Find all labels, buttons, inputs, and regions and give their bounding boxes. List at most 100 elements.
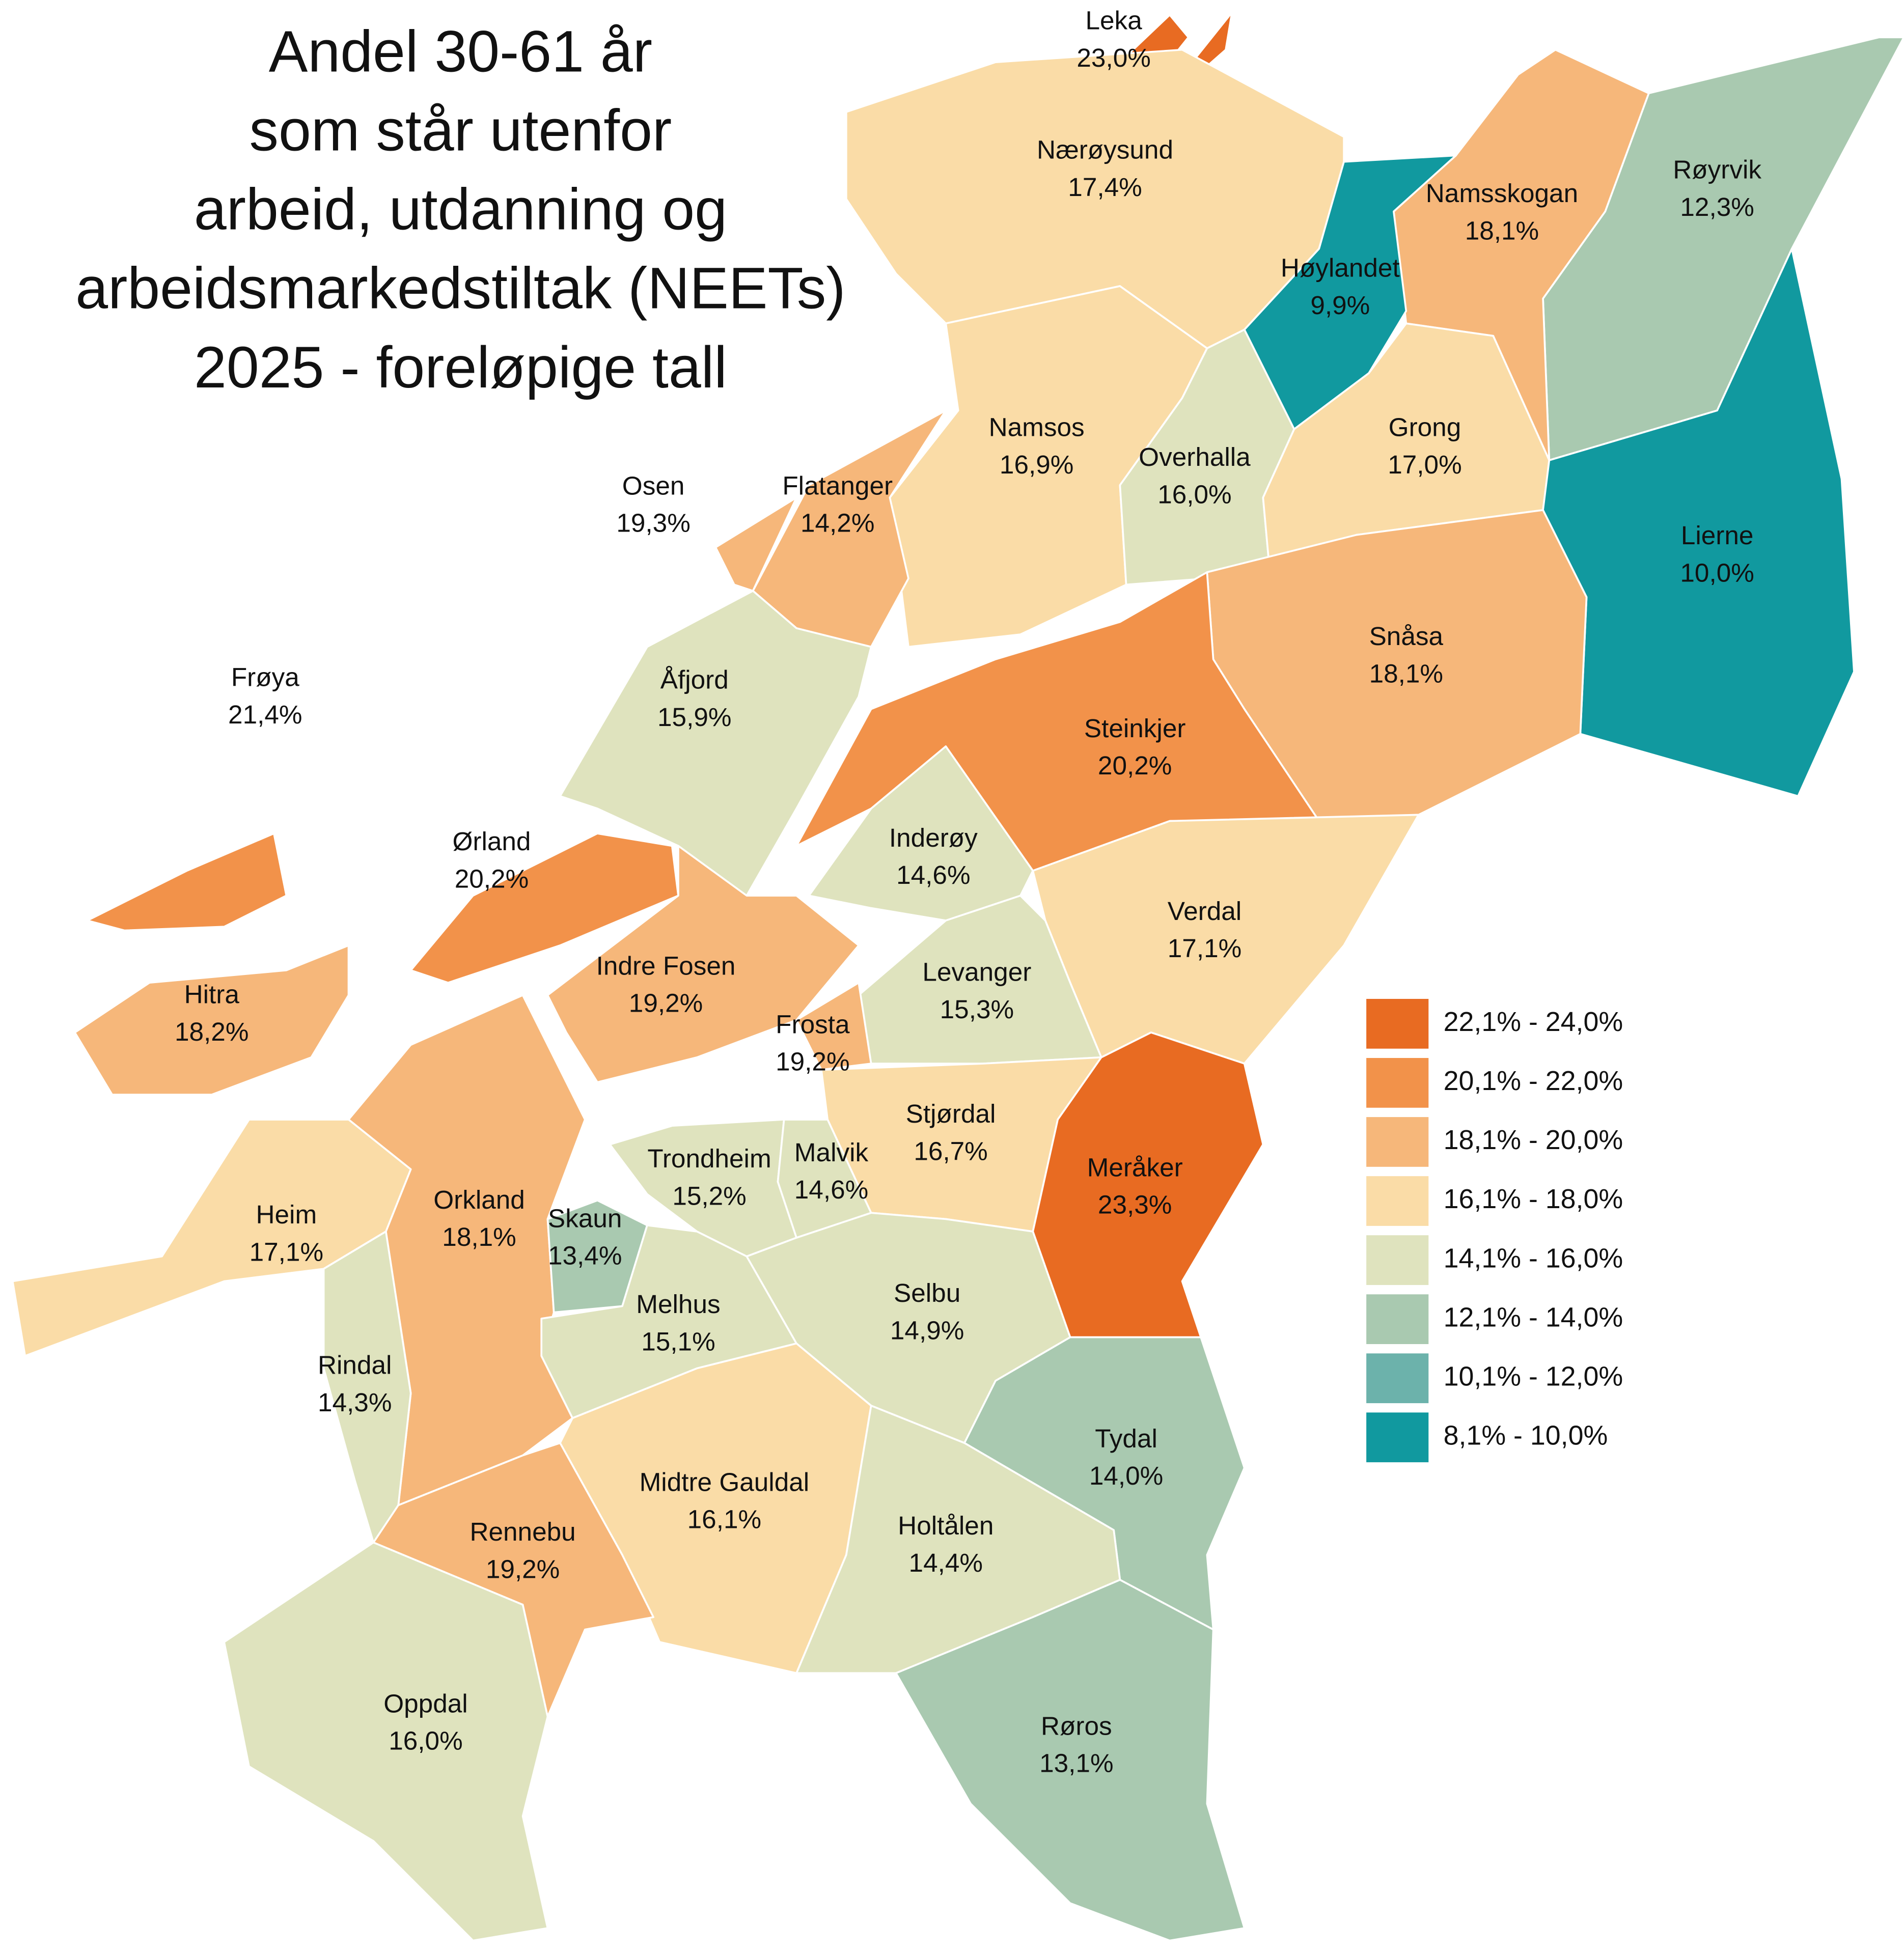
region [223,1541,549,1942]
region-name: Orkland [433,1185,525,1214]
region-value: 18,2% [175,1017,249,1046]
title-line: arbeid, utdanning og [194,177,727,242]
legend-swatch [1366,1117,1429,1167]
region-name: Selbu [894,1278,960,1307]
region-name: Frøya [231,663,299,692]
region [795,982,872,1071]
region-name: Namsos [989,412,1085,441]
region-value: 16,9% [1000,450,1073,479]
legend-label: 16,1% - 18,0% [1444,1184,1623,1214]
region-value: 14,0% [1089,1461,1163,1490]
region-value: 19,2% [776,1047,849,1076]
region-name: Levanger [922,958,1031,987]
region-name: Flatanger [782,471,893,500]
region-value: 18,1% [1465,216,1539,245]
region [86,832,288,932]
region-value: 19,2% [486,1554,560,1583]
region-name: Rindal [318,1351,392,1380]
region-value: 10,0% [1680,558,1754,587]
region-value: 15,9% [657,703,731,732]
region-value: 15,1% [641,1327,715,1356]
region-name: Frosta [776,1010,850,1039]
region-value: 17,4% [1068,173,1142,202]
title-line: 2025 - foreløpige tall [194,335,727,400]
region-name: Tydal [1095,1424,1157,1453]
region-value: 23,3% [1098,1190,1172,1219]
region-value: 16,0% [389,1726,462,1755]
region-value: 9,9% [1310,291,1370,320]
region-value: 14,4% [909,1548,983,1577]
region-name: Inderøy [889,823,978,852]
region-name: Ørland [452,827,531,856]
region-name: Namsskogan [1426,179,1578,208]
legend-label: 14,1% - 16,0% [1444,1243,1623,1273]
legend-swatch [1366,1235,1429,1285]
title-line: som står utenfor [250,98,672,163]
region-value: 16,1% [687,1505,761,1534]
legend-label: 18,1% - 20,0% [1444,1125,1623,1155]
region [74,944,350,1096]
region-name: Melhus [636,1290,720,1319]
region-value: 14,2% [801,509,874,538]
title-line: Andel 30-61 år [269,19,652,84]
region-value: 16,0% [1157,480,1231,509]
region-name: Trondheim [647,1144,771,1173]
region-name: Skaun [548,1204,622,1233]
region [409,832,679,984]
legend-label: 20,1% - 22,0% [1444,1066,1623,1096]
region-value: 15,2% [672,1181,746,1210]
region-value: 20,2% [455,864,529,893]
legend-label: 22,1% - 24,0% [1444,1007,1623,1037]
region-name: Midtre Gauldal [640,1467,810,1496]
region-name: Osen [622,471,685,500]
region-value: 19,3% [616,509,690,538]
region-name: Meråker [1087,1153,1183,1182]
region-name: Steinkjer [1084,714,1186,743]
region-name: Rennebu [470,1517,575,1546]
region-name: Oppdal [383,1689,467,1718]
region [1032,1031,1264,1338]
region-name: Malvik [794,1138,869,1167]
region-name: Indre Fosen [596,951,736,980]
legend-swatch [1366,1294,1429,1344]
region-value: 14,3% [318,1388,392,1417]
region-value: 21,4% [228,700,302,729]
region-name: Heim [256,1200,317,1229]
region-name: Åfjord [660,665,729,694]
region-value: 17,1% [250,1237,323,1266]
region-value: 19,2% [629,989,703,1018]
region-name: Verdal [1168,897,1241,926]
region-value: 13,1% [1039,1749,1113,1778]
region-name: Snåsa [1369,622,1444,651]
region-name: Leka [1086,6,1143,35]
region-name: Holtålen [898,1511,994,1540]
legend-swatch [1366,1176,1429,1226]
region [559,590,872,897]
region-value: 14,6% [794,1175,868,1204]
region-value: 13,4% [548,1241,622,1270]
region-value: 12,3% [1680,192,1754,221]
region-value: 14,9% [890,1316,964,1345]
legend-swatch [1366,1412,1429,1463]
region-value: 16,7% [914,1136,987,1165]
region-name: Røyrvik [1673,155,1761,184]
region-value: 17,1% [1168,934,1241,963]
region-name: Stjørdal [906,1099,996,1128]
region [895,1579,1246,1942]
legend-swatch [1366,1353,1429,1404]
region [808,745,1034,922]
region-value: 23,0% [1077,43,1150,72]
legend-label: 10,1% - 12,0% [1444,1361,1623,1391]
region-value: 17,0% [1388,450,1461,479]
region-name: Lierne [1681,521,1754,550]
region-value: 20,2% [1098,751,1172,780]
legend-label: 12,1% - 14,0% [1444,1302,1623,1332]
region-name: Røros [1041,1711,1112,1740]
region-value: 18,1% [442,1222,516,1251]
region-value: 14,6% [896,860,970,889]
region [546,845,860,1083]
region-value: 15,3% [940,995,1014,1024]
region [11,1119,412,1357]
